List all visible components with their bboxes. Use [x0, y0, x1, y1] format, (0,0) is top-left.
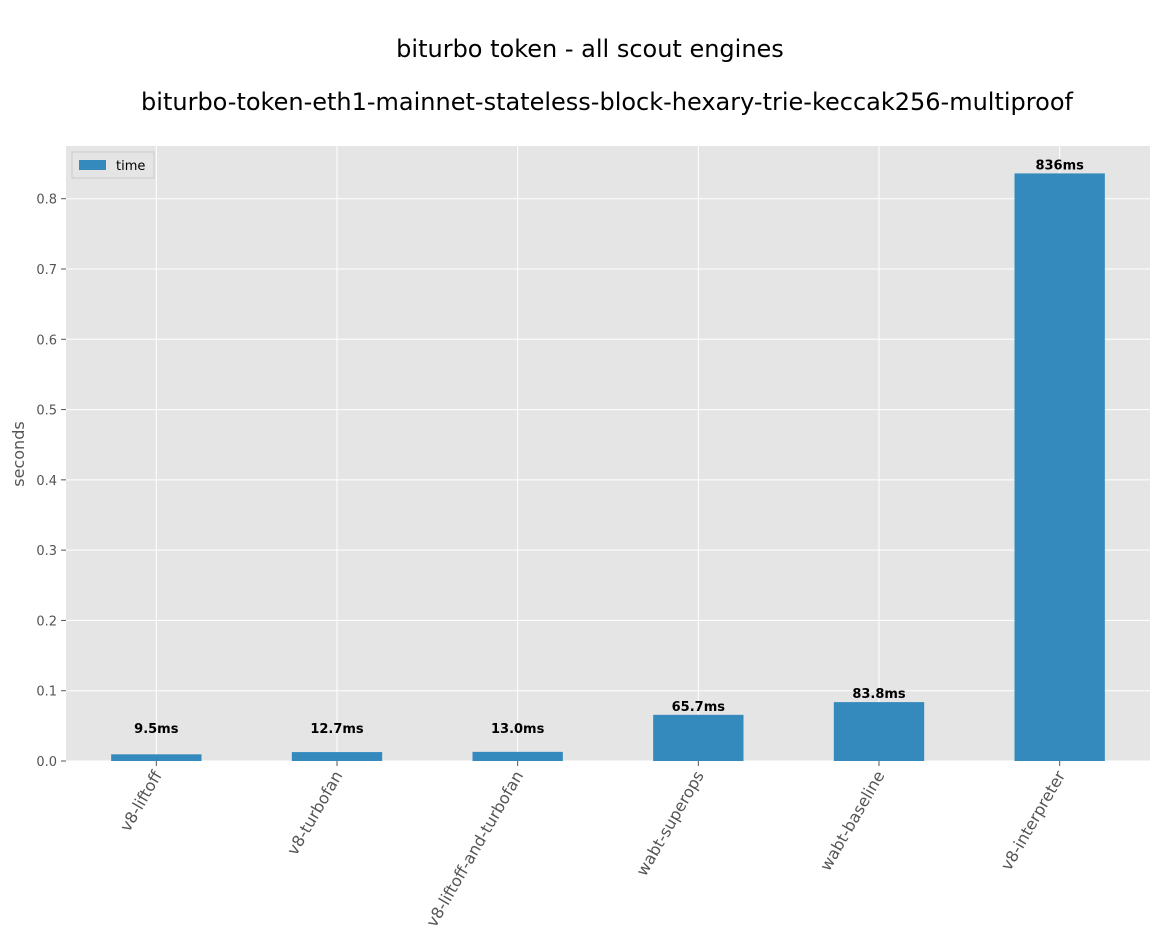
chart-title: biturbo token - all scout engines: [396, 35, 784, 63]
bar-value-label: 9.5ms: [134, 722, 179, 737]
y-tick-label: 0.6: [36, 333, 57, 348]
y-tick-label: 0.7: [36, 263, 57, 278]
bar-wabt-superops: [653, 714, 744, 761]
bar-labels: 9.5ms 12.7ms 13.0ms 65.7ms 83.8ms 836ms: [134, 158, 1084, 737]
legend-label: time: [116, 159, 145, 174]
legend: time: [71, 151, 155, 179]
y-tick-label: 0.5: [36, 404, 57, 419]
y-tick-label: 0.8: [36, 193, 57, 208]
legend-swatch: [79, 160, 106, 170]
bar-v8-interpreter: [1014, 173, 1105, 761]
bar-v8-turbofan: [291, 752, 383, 761]
x-tick-label: v8-liftoff: [116, 767, 166, 835]
bars: [111, 173, 1105, 761]
y-tick-label: 0.3: [36, 544, 57, 559]
y-tick-label: 0.0: [36, 755, 57, 770]
x-tick-label: v8-liftoff-and-turbofan: [422, 768, 527, 931]
y-tick-label: 0.4: [36, 474, 57, 489]
y-tick-label: 0.1: [36, 685, 57, 700]
bar-value-label: 65.7ms: [672, 700, 726, 715]
y-axis-ticks: 0.0 0.1 0.2 0.3 0.4 0.5 0.6 0.7 0.8: [36, 193, 66, 770]
bar-value-label: 836ms: [1035, 158, 1084, 173]
chart-subtitle: biturbo-token-eth1-mainnet-stateless-blo…: [141, 88, 1073, 116]
y-tick-label: 0.2: [36, 614, 57, 629]
plot-area: [66, 146, 1150, 761]
x-tick-label: wabt-superops: [632, 768, 707, 880]
x-tick-label: wabt-baseline: [816, 768, 889, 875]
x-tick-label: v8-interpreter: [997, 767, 1069, 874]
x-axis-ticks: v8-liftoff v8-turbofan v8-liftoff-and-turb…: [116, 761, 1069, 930]
bar-value-label: 83.8ms: [852, 687, 906, 702]
x-tick-label: v8-turbofan: [283, 768, 346, 859]
y-axis-label: seconds: [9, 421, 28, 486]
bar-v8-liftoff: [111, 754, 202, 761]
grid-lines: [66, 146, 1150, 762]
bar-value-label: 13.0ms: [491, 722, 545, 737]
bar-v8-liftoff-and-turbofan: [472, 751, 563, 761]
bar-value-label: 12.7ms: [310, 722, 364, 737]
bar-wabt-baseline: [833, 702, 925, 761]
